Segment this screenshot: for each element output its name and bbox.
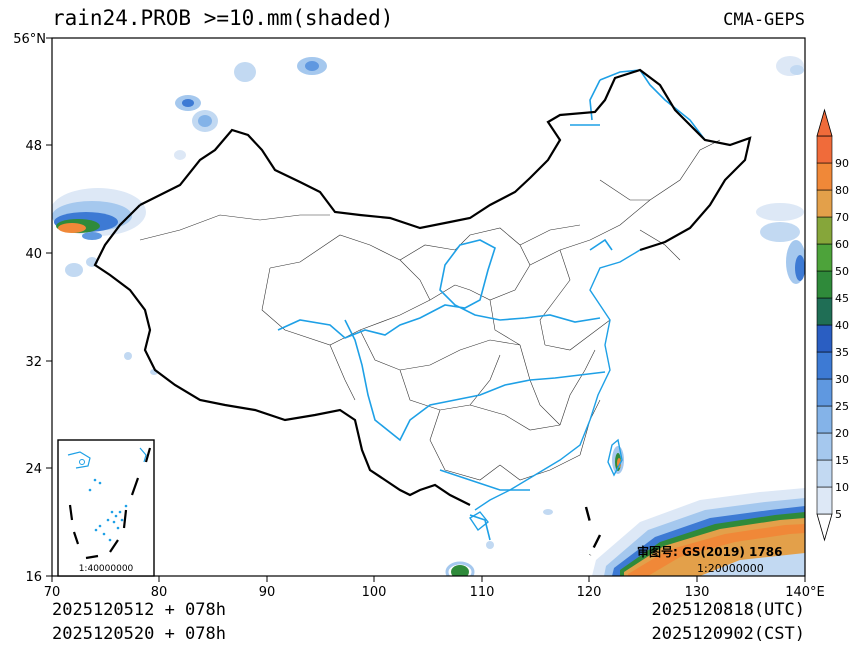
shade-blob [617, 458, 621, 468]
shade-blob [790, 65, 804, 75]
shade-blob [305, 61, 319, 71]
hainan-outline [469, 511, 489, 532]
colorbar-swatch [816, 297, 833, 326]
shade-blob [756, 203, 804, 221]
x-tick-label: 120 [577, 585, 602, 600]
colorbar-swatch [816, 324, 833, 353]
shade-blob [182, 99, 194, 107]
valid-time-utc: 2025120818(UTC) [651, 600, 805, 620]
colorbar-label: 25 [835, 400, 849, 413]
x-tick-label: 140°E [785, 585, 825, 600]
colorbar-label: 5 [835, 508, 842, 521]
inset-scale: 1:40000000 [79, 564, 134, 574]
inset-dash-line [68, 447, 152, 560]
rivers [277, 69, 751, 541]
inset-frame [57, 439, 155, 577]
colorbar-swatch [816, 216, 833, 245]
y-tick-label: 16 [25, 570, 42, 585]
y-tick-labels: 16 24 32 40 48 56°N [13, 32, 46, 585]
map-frame [51, 37, 806, 577]
inset-coast [139, 447, 147, 463]
x-tick-label: 110 [470, 585, 495, 600]
y-tick-label: 32 [25, 355, 42, 370]
colorbar-swatch [816, 432, 833, 461]
y-tick-label: 56°N [13, 32, 46, 47]
shade-blob [174, 150, 186, 160]
colorbar-label: 50 [835, 265, 849, 278]
inset-island [79, 459, 85, 465]
china-border-sw [93, 204, 471, 506]
model-name: CMA-GEPS [723, 10, 805, 30]
shade-band [700, 553, 805, 576]
colorbar-swatch [816, 189, 833, 218]
colorbar-swatch [816, 378, 833, 407]
x-tick-label: 90 [259, 585, 276, 600]
province-boundaries [139, 139, 721, 481]
shade-blob [445, 561, 475, 576]
colorbar-swatch [816, 405, 833, 434]
colorbar-swatch [816, 162, 833, 191]
taiwan-outline [607, 438, 623, 477]
china-border [139, 68, 752, 252]
colorbar-label: 20 [835, 427, 849, 440]
inset-islands [88, 478, 128, 542]
colorbar-label: 60 [835, 238, 849, 251]
shade-blob [543, 509, 553, 515]
map-title: rain24.PROB >=10.mm(shaded) [52, 6, 394, 30]
colorbar-label: 40 [835, 319, 849, 332]
colorbar-swatch [816, 243, 833, 272]
x-tick-labels: 70 80 90 100 110 120 130 140°E [44, 585, 825, 600]
shade-blob [486, 541, 494, 549]
init-time-cst: 2025120520 + 078h [52, 624, 226, 644]
init-time-utc: 2025120512 + 078h [52, 600, 226, 620]
map-scale: 1:20000000 [697, 562, 764, 575]
y-tick-label: 24 [25, 462, 42, 477]
colorbar: 5 10 15 20 25 30 35 40 45 50 60 70 80 90 [816, 108, 849, 542]
colorbar-high-triangle [816, 108, 833, 137]
shade-blob [760, 222, 800, 242]
shade-blob [58, 223, 86, 233]
colorbar-label: 35 [835, 346, 849, 359]
valid-time-cst: 2025120902(CST) [651, 624, 805, 644]
colorbar-swatch [816, 351, 833, 380]
axis-ticks [46, 37, 806, 582]
colorbar-swatch [816, 135, 833, 164]
colorbar-swatch [816, 459, 833, 488]
inset-coast [67, 451, 91, 469]
colorbar-label: 15 [835, 454, 849, 467]
coastline [474, 249, 641, 511]
review-number: 审图号: GS(2019) 1786 [637, 544, 782, 559]
shade-blob [65, 263, 83, 277]
shade-blob [124, 352, 132, 360]
y-tick-label: 40 [25, 247, 42, 262]
shade-blob [451, 565, 469, 576]
shade-blob [234, 62, 256, 82]
shade-blob [82, 232, 102, 240]
inset-map: 1:40000000 [57, 439, 155, 577]
colorbar-label: 90 [835, 157, 849, 170]
colorbar-label: 45 [835, 292, 849, 305]
precip-shading [52, 56, 805, 576]
y-tick-label: 48 [25, 139, 42, 154]
x-tick-label: 80 [151, 585, 168, 600]
shade-blob [795, 255, 805, 281]
x-tick-label: 130 [685, 585, 710, 600]
x-tick-label: 70 [44, 585, 61, 600]
colorbar-swatch [816, 270, 833, 299]
nine-dash-line [584, 506, 602, 556]
colorbar-label: 10 [835, 481, 849, 494]
colorbar-label: 70 [835, 211, 849, 224]
shade-blob [198, 115, 212, 127]
x-tick-label: 100 [362, 585, 387, 600]
colorbar-label: 80 [835, 184, 849, 197]
colorbar-label: 30 [835, 373, 849, 386]
colorbar-swatch [816, 486, 833, 515]
colorbar-low-triangle [816, 513, 833, 542]
